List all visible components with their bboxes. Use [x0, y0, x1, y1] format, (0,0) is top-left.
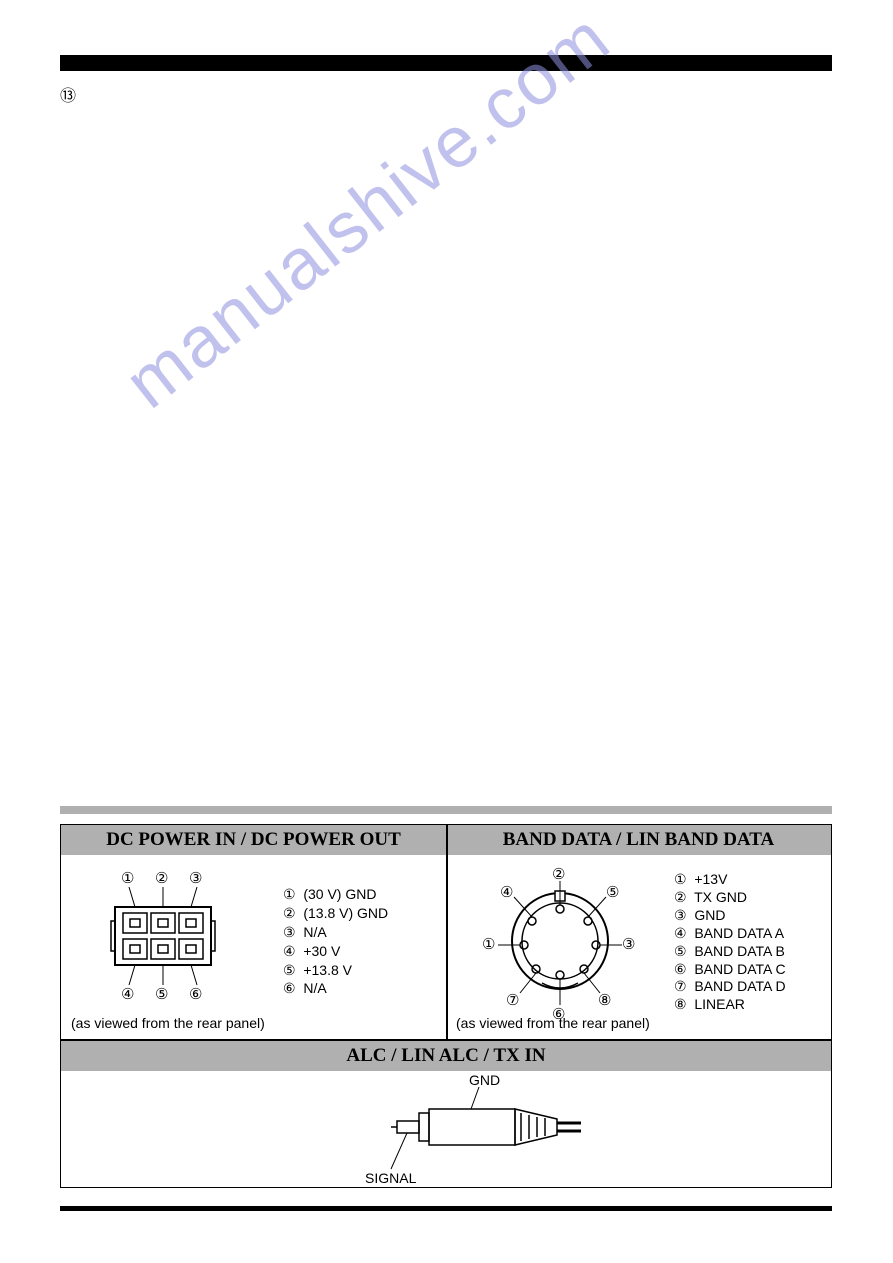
- pin-label: LINEAR: [694, 996, 745, 1012]
- pin-num: ②: [283, 905, 296, 921]
- band-data-cell: ② ④ ⑤ ① ③ ⑦ ⑧ ⑥ ① +13V ② TX GND ③ GND ④ …: [446, 855, 831, 1039]
- pin-num: ②: [674, 889, 687, 905]
- list-item: ⑥ N/A: [283, 979, 388, 998]
- list-item: ③ N/A: [283, 923, 388, 942]
- dc-pin-5-icon: ⑤: [155, 986, 168, 1003]
- pin-label: (30 V) GND: [303, 886, 376, 902]
- list-item: ⑤ +13.8 V: [283, 961, 388, 980]
- list-item: ① (30 V) GND: [283, 885, 388, 904]
- band-pin-7-icon: ⑦: [506, 992, 519, 1009]
- pin-num: ①: [674, 871, 687, 887]
- pin-num: ①: [283, 886, 296, 902]
- band-pin-2-icon: ②: [552, 866, 565, 883]
- list-item: ① +13V: [674, 871, 786, 889]
- list-item: ⑤ BAND DATA B: [674, 943, 786, 961]
- page-marker: ⑬: [60, 82, 76, 106]
- pin-label: GND: [694, 907, 725, 923]
- top-rule: [60, 55, 832, 71]
- dc-power-cell: ① ② ③ ④ ⑤ ⑥ ① (30 V) GND ② (13.8 V) GND …: [61, 855, 446, 1039]
- connector-panel-1: DC POWER IN / DC POWER OUT BAND DATA / L…: [60, 824, 832, 1040]
- signal-label: SIGNAL: [365, 1170, 417, 1186]
- list-item: ③ GND: [674, 907, 786, 925]
- dc-pin-4-icon: ④: [121, 986, 134, 1003]
- pin-num: ④: [283, 943, 296, 959]
- pin-num: ③: [283, 924, 296, 940]
- pin-label: N/A: [303, 924, 326, 940]
- pin-num: ⑥: [283, 980, 296, 996]
- list-item: ⑧ LINEAR: [674, 996, 786, 1014]
- pin-num: ⑧: [674, 996, 687, 1012]
- gray-separator: [60, 806, 832, 814]
- dc-connector-diagram: ① ② ③ ④ ⑤ ⑥: [81, 865, 251, 1005]
- dc-pin-list: ① (30 V) GND ② (13.8 V) GND ③ N/A ④ +30 …: [283, 885, 388, 998]
- connector-panel-2: ALC / LIN ALC / TX IN: [60, 1040, 832, 1188]
- pin-label: +13.8 V: [303, 962, 352, 978]
- dc-pin-2-icon: ②: [155, 870, 168, 887]
- rca-jack-diagram: GND SIGNAL: [361, 1073, 641, 1187]
- band-pin-1-icon: ①: [482, 936, 495, 953]
- pin-label: +30 V: [303, 943, 340, 959]
- rear-panel-note-left: (as viewed from the rear panel): [71, 1015, 265, 1031]
- list-item: ⑦ BAND DATA D: [674, 978, 786, 996]
- gnd-label: GND: [469, 1073, 500, 1088]
- dc-pin-3-icon: ③: [189, 870, 202, 887]
- band-pin-list: ① +13V ② TX GND ③ GND ④ BAND DATA A ⑤ BA…: [674, 871, 786, 1014]
- pin-num: ④: [674, 925, 687, 941]
- pin-label: BAND DATA D: [694, 978, 785, 994]
- list-item: ④ BAND DATA A: [674, 925, 786, 943]
- pin-label: BAND DATA C: [694, 961, 785, 977]
- pin-label: N/A: [303, 980, 326, 996]
- pin-label: BAND DATA A: [694, 925, 784, 941]
- band-pin-8-icon: ⑧: [598, 992, 611, 1009]
- band-data-header: BAND DATA / LIN BAND DATA: [446, 825, 831, 855]
- band-pin-5-icon: ⑤: [606, 884, 619, 901]
- pin-num: ③: [674, 907, 687, 923]
- band-connector-diagram: ② ④ ⑤ ① ③ ⑦ ⑧ ⑥: [470, 861, 650, 1021]
- alc-header: ALC / LIN ALC / TX IN: [61, 1041, 831, 1071]
- pin-num: ⑤: [283, 962, 296, 978]
- rear-panel-note-right: (as viewed from the rear panel): [456, 1015, 650, 1031]
- alc-body: GND SIGNAL: [61, 1071, 831, 1187]
- pin-label: TX GND: [694, 889, 747, 905]
- band-pin-4-icon: ④: [500, 884, 513, 901]
- pin-num: ⑤: [674, 943, 687, 959]
- panel1-body: ① ② ③ ④ ⑤ ⑥ ① (30 V) GND ② (13.8 V) GND …: [61, 855, 831, 1039]
- list-item: ⑥ BAND DATA C: [674, 961, 786, 979]
- dc-pin-6-icon: ⑥: [189, 986, 202, 1003]
- pin-label: (13.8 V) GND: [303, 905, 388, 921]
- list-item: ② TX GND: [674, 889, 786, 907]
- list-item: ② (13.8 V) GND: [283, 904, 388, 923]
- pin-num: ⑥: [674, 961, 687, 977]
- pin-label: BAND DATA B: [694, 943, 785, 959]
- list-item: ④ +30 V: [283, 942, 388, 961]
- band-pin-3-icon: ③: [622, 936, 635, 953]
- dc-power-header: DC POWER IN / DC POWER OUT: [61, 825, 446, 855]
- bottom-rule: [60, 1206, 832, 1211]
- pin-num: ⑦: [674, 978, 687, 994]
- pin-label: +13V: [694, 871, 727, 887]
- dc-pin-1-icon: ①: [121, 870, 134, 887]
